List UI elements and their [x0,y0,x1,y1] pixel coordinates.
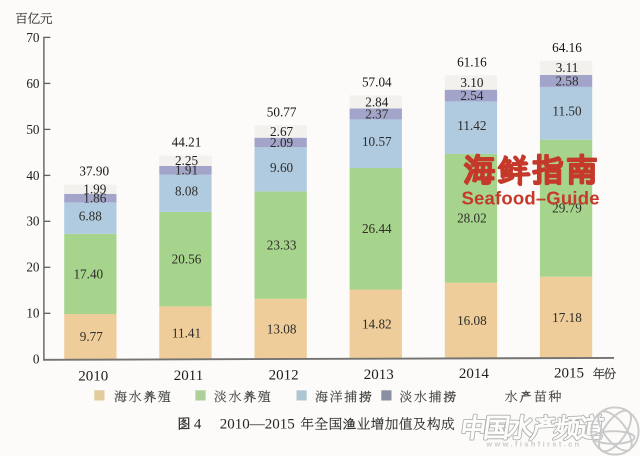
svg-text:1.91: 1.91 [175,163,198,178]
svg-text:2.37: 2.37 [365,106,388,121]
svg-text:1.86: 1.86 [83,190,106,205]
svg-text:0: 0 [33,352,40,367]
svg-text:2015: 2015 [554,366,584,382]
svg-text:30: 30 [26,214,40,229]
svg-text:2.67: 2.67 [270,124,293,139]
svg-text:1.99: 1.99 [83,182,106,197]
svg-text:2.58: 2.58 [555,73,578,88]
svg-text:20.56: 20.56 [172,252,202,267]
svg-text:17.18: 17.18 [552,310,582,325]
svg-text:www.fishfirst.cn: www.fishfirst.cn [485,439,581,448]
svg-text:60: 60 [26,76,40,91]
svg-text:17.40: 17.40 [73,266,103,281]
svg-text:2.25: 2.25 [175,153,198,168]
svg-text:11.50: 11.50 [552,104,582,119]
svg-text:26.44: 26.44 [362,221,392,236]
svg-text:11.42: 11.42 [457,118,486,133]
svg-text:3.11: 3.11 [556,60,579,75]
svg-text:2010—2015: 2010—2015 [220,417,295,433]
svg-text:14.82: 14.82 [362,317,392,332]
svg-text:44.21: 44.21 [172,135,202,150]
svg-text:10: 10 [26,306,40,321]
svg-text:2010: 2010 [78,368,108,384]
svg-text:9.77: 9.77 [80,329,103,344]
svg-text:64.16: 64.16 [552,40,582,55]
svg-text:Seafood–Guide: Seafood–Guide [461,188,599,209]
svg-text:6.88: 6.88 [79,209,102,224]
svg-text:13.08: 13.08 [267,321,297,336]
svg-text:11.41: 11.41 [172,325,201,340]
svg-text:57.04: 57.04 [362,75,392,90]
svg-text:2012: 2012 [269,367,299,383]
svg-text:28.02: 28.02 [457,211,487,226]
svg-text:9.60: 9.60 [270,160,293,175]
svg-text:37.90: 37.90 [79,164,109,179]
svg-text:2014: 2014 [459,366,490,382]
svg-text:20: 20 [26,260,40,275]
svg-text:2.54: 2.54 [460,88,483,103]
svg-text:29.79: 29.79 [552,201,582,216]
svg-text:23.33: 23.33 [267,238,297,253]
svg-text:2011: 2011 [174,368,203,384]
svg-text:10.57: 10.57 [362,134,392,149]
svg-text:70: 70 [26,30,40,45]
svg-text:50.77: 50.77 [267,105,297,120]
svg-text:61.16: 61.16 [457,55,487,70]
svg-text:2.09: 2.09 [270,135,293,150]
svg-text:16.08: 16.08 [457,313,487,328]
svg-text:3.10: 3.10 [460,75,483,90]
svg-text:8.08: 8.08 [175,184,198,199]
svg-text:2013: 2013 [364,367,394,383]
svg-text:2.84: 2.84 [365,94,388,109]
svg-text:50: 50 [26,122,40,137]
svg-text:40: 40 [26,168,40,183]
svg-text:4: 4 [194,417,202,433]
